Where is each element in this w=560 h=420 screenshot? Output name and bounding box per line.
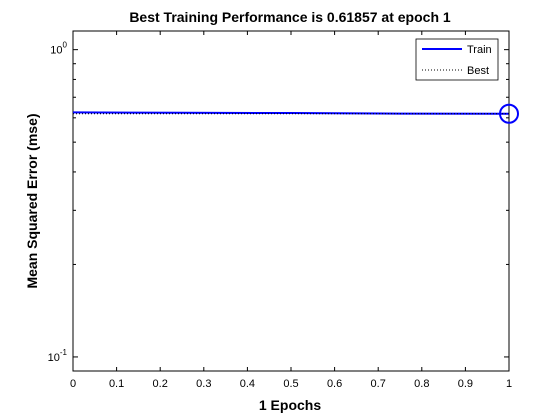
best-performance-marker bbox=[499, 103, 519, 124]
x-tick-label: 0.9 bbox=[458, 378, 473, 390]
x-tick-label: 0.8 bbox=[414, 378, 429, 390]
x-axis-ticks: 0 0.1 0.2 0.3 0.4 0.5 0.6 0.7 0.8 0.9 1 bbox=[70, 31, 512, 390]
legend-train-label: Train bbox=[467, 44, 492, 56]
legend: Train Best bbox=[415, 38, 499, 81]
x-axis-label: 1 Epochs bbox=[259, 397, 321, 413]
y-tick-label: 100 bbox=[50, 41, 67, 57]
y-tick-label: 10-1 bbox=[48, 348, 68, 364]
legend-box bbox=[415, 38, 499, 81]
chart-title: Best Training Performance is 0.61857 at … bbox=[129, 9, 451, 25]
x-tick-label: 0.4 bbox=[240, 378, 255, 390]
x-tick-label: 0 bbox=[70, 378, 76, 390]
series-layer bbox=[72, 31, 519, 371]
x-tick-label: 0.7 bbox=[371, 378, 386, 390]
x-tick-label: 0.5 bbox=[283, 378, 298, 390]
x-tick-label: 0.6 bbox=[327, 378, 342, 390]
y-axis-label: Mean Squared Error (mse) bbox=[24, 113, 40, 288]
x-tick-label: 1 bbox=[506, 378, 512, 390]
legend-best-label: Best bbox=[467, 65, 489, 77]
x-tick-label: 0.1 bbox=[109, 378, 124, 390]
x-tick-label: 0.3 bbox=[196, 378, 211, 390]
plot-area bbox=[72, 30, 510, 372]
x-tick-label: 0.2 bbox=[153, 378, 168, 390]
